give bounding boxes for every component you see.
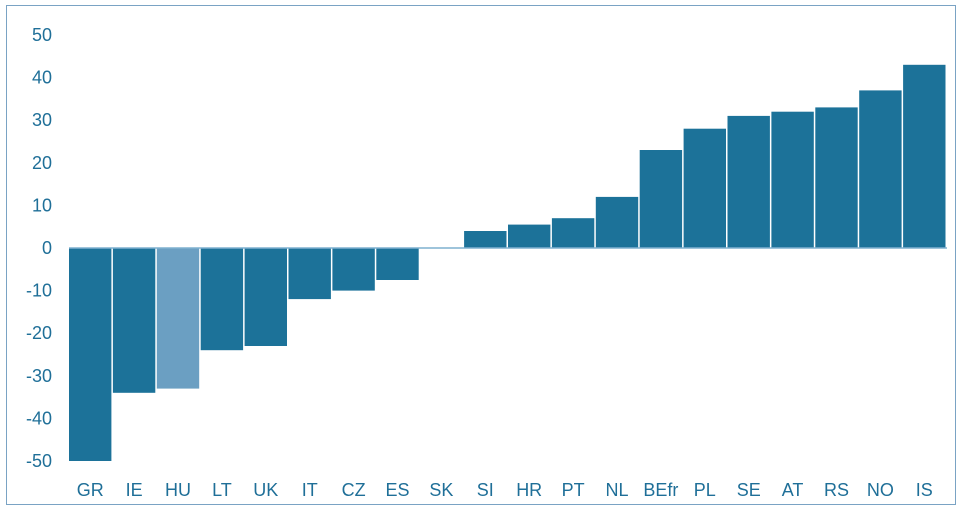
x-category-label: CZ <box>342 480 366 500</box>
y-tick-label: -40 <box>26 408 52 428</box>
x-category-label: SK <box>429 480 453 500</box>
bar-lt <box>200 248 244 351</box>
bar-rs <box>815 107 858 249</box>
bar-at <box>771 111 814 248</box>
bar-no <box>859 90 902 249</box>
y-tick-label: 40 <box>32 68 52 88</box>
y-tick-label: 20 <box>32 153 52 173</box>
bar-cz <box>332 248 375 291</box>
y-tick-label: 0 <box>42 238 52 258</box>
x-category-label: HR <box>516 480 542 500</box>
bars-group <box>69 64 946 461</box>
y-tick-label: -50 <box>26 451 52 471</box>
x-category-label: IS <box>916 480 933 500</box>
bar-ie <box>112 248 156 393</box>
y-axis-ticks: 50 40 30 20 10 0 -10 -20 -30 -40 -50 <box>26 25 52 471</box>
x-category-label: ES <box>385 480 409 500</box>
bar-hr <box>508 224 551 248</box>
x-category-label: SE <box>737 480 761 500</box>
x-category-label: BEfr <box>643 480 678 500</box>
y-tick-label: -10 <box>26 281 52 301</box>
x-category-label: PL <box>694 480 716 500</box>
y-tick-label: 10 <box>32 195 52 215</box>
bar-it <box>288 248 331 300</box>
x-category-label: IE <box>126 480 143 500</box>
x-category-label: PT <box>562 480 585 500</box>
x-axis-labels: GR IE HU LT UK IT CZ ES SK SI HR PT NL BEfr PL SE AT RS NO… <box>77 480 933 500</box>
x-category-label: GR <box>77 480 104 500</box>
x-category-label: NO <box>867 480 894 500</box>
bar-pt <box>551 218 595 248</box>
bar-hu <box>156 248 200 389</box>
x-category-label: IT <box>302 480 318 500</box>
bar-is <box>903 64 946 248</box>
x-category-label: HU <box>165 480 191 500</box>
x-category-label: LT <box>212 480 232 500</box>
x-category-label: AT <box>782 480 804 500</box>
x-category-label: UK <box>253 480 278 500</box>
bar-si <box>464 231 507 248</box>
bar-pl <box>683 128 726 248</box>
bar-befr <box>639 150 683 248</box>
bar-es <box>376 248 419 280</box>
x-category-label: RS <box>824 480 849 500</box>
y-tick-label: -20 <box>26 323 52 343</box>
bar-se <box>727 115 770 249</box>
y-tick-label: 50 <box>32 25 52 45</box>
bar-nl <box>595 196 639 248</box>
bar-uk <box>244 248 287 346</box>
x-category-label: NL <box>605 480 628 500</box>
x-category-label: SI <box>477 480 494 500</box>
bar-gr <box>69 248 112 461</box>
y-tick-label: -30 <box>26 366 52 386</box>
y-tick-label: 30 <box>32 110 52 130</box>
